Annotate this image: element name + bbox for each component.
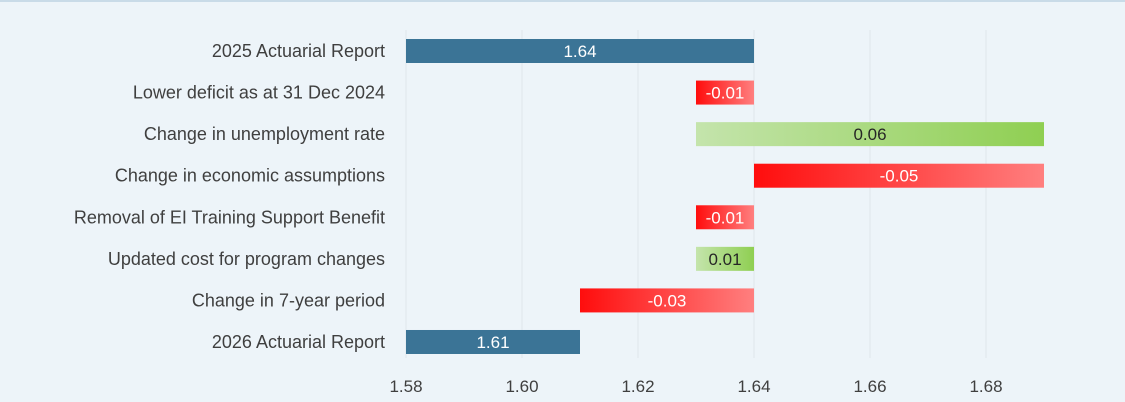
category-labels: 2025 Actuarial Report Lower deficit as at…: [74, 41, 385, 352]
category-label: Change in economic assumptions: [115, 166, 385, 186]
bar-decrease: [580, 288, 754, 313]
bar-increase: [696, 122, 1044, 147]
category-label: Removal of EI Training Support Benefit: [74, 207, 385, 227]
x-tick-label: 1.66: [853, 377, 886, 396]
bar-layer: 1.64 -0.01 0.06 -0.05 -0.01 0.01 -0.03 1.61: [406, 39, 1044, 354]
x-tick-label: 1.60: [505, 377, 538, 396]
bar-value-label: -0.05: [880, 167, 919, 186]
x-axis-ticks: 1.58 1.60 1.62 1.64 1.66 1.68: [389, 377, 1002, 396]
bar-value-label: -0.01: [706, 208, 745, 227]
category-label: 2025 Actuarial Report: [212, 41, 385, 61]
bar-value-label: 0.06: [853, 125, 886, 144]
bar-decrease: [754, 163, 1044, 188]
category-label: Updated cost for program changes: [108, 249, 385, 269]
category-label: Lower deficit as at 31 Dec 2024: [133, 83, 385, 103]
category-label: 2026 Actuarial Report: [212, 332, 385, 352]
bar-value-label: -0.01: [706, 84, 745, 103]
bar-increase: [696, 246, 754, 271]
category-label: Change in 7-year period: [192, 290, 385, 310]
bar-value-label: -0.03: [648, 291, 687, 310]
x-tick-label: 1.58: [389, 377, 422, 396]
bar-decrease: [696, 205, 754, 230]
bar-total: [406, 329, 580, 354]
bar-value-label: 1.64: [563, 42, 596, 61]
category-label: Change in unemployment rate: [144, 124, 385, 144]
x-tick-label: 1.64: [737, 377, 770, 396]
x-tick-label: 1.68: [969, 377, 1002, 396]
bar-value-label: 0.01: [708, 250, 741, 269]
bar-value-label: 1.61: [476, 333, 509, 352]
bar-decrease: [696, 80, 754, 105]
x-tick-label: 1.62: [621, 377, 654, 396]
bar-total: [406, 39, 754, 63]
